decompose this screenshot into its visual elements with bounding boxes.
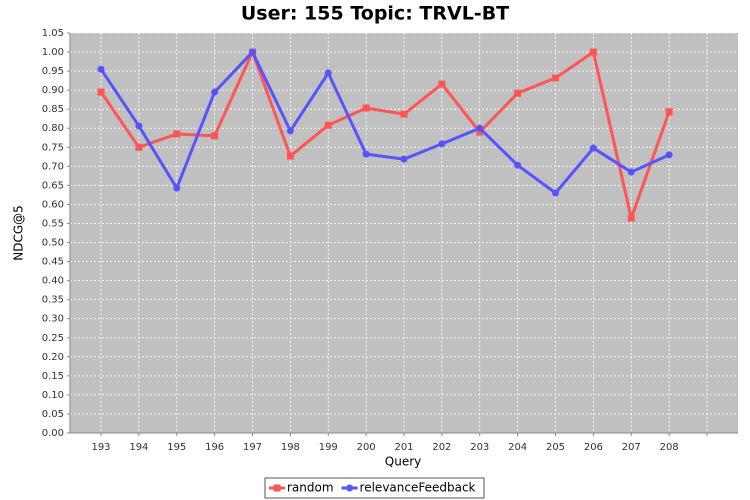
data-point bbox=[589, 48, 597, 56]
y-tick-label: 0.75 bbox=[42, 142, 64, 153]
data-point bbox=[135, 122, 143, 130]
data-point bbox=[438, 80, 446, 88]
x-tick-label: 200 bbox=[357, 442, 376, 453]
data-point bbox=[97, 65, 105, 73]
x-axis-label: Query bbox=[385, 455, 421, 469]
y-tick-label: 0.65 bbox=[42, 180, 64, 191]
x-tick-label: 203 bbox=[470, 442, 489, 453]
data-point bbox=[173, 184, 181, 192]
y-tick-label: 0.60 bbox=[42, 199, 64, 210]
x-tick-label: 193 bbox=[91, 442, 110, 453]
legend bbox=[264, 477, 485, 499]
x-tick-label: 208 bbox=[660, 442, 679, 453]
series-line bbox=[99, 50, 670, 195]
y-tick-label: 0.35 bbox=[42, 295, 64, 306]
x-tick-label: 205 bbox=[546, 442, 565, 453]
data-point bbox=[627, 214, 635, 222]
x-tick-label: 206 bbox=[584, 442, 603, 453]
x-tick-label: 199 bbox=[319, 442, 338, 453]
x-tick-label: 201 bbox=[394, 442, 413, 453]
data-point bbox=[362, 104, 370, 112]
data-point bbox=[400, 110, 408, 118]
y-tick-label: 0.25 bbox=[42, 333, 64, 344]
data-point bbox=[173, 130, 181, 138]
data-point bbox=[286, 152, 294, 160]
data-point bbox=[324, 121, 332, 129]
y-tick-label: 0.50 bbox=[42, 238, 64, 249]
y-tick-label: 0.55 bbox=[42, 218, 64, 229]
data-point bbox=[362, 150, 370, 158]
data-point bbox=[324, 69, 332, 77]
data-point bbox=[211, 132, 219, 140]
data-point bbox=[514, 89, 522, 97]
y-tick-label: 0.05 bbox=[42, 409, 64, 420]
y-tick-label: 0.15 bbox=[42, 371, 64, 382]
data-point bbox=[135, 143, 143, 151]
data-point bbox=[211, 88, 219, 96]
chart-title: User: 155 Topic: TRVL-BT bbox=[241, 3, 509, 25]
x-tick-label: 194 bbox=[129, 442, 148, 453]
legend-marker bbox=[273, 484, 281, 492]
data-point bbox=[589, 144, 597, 152]
x-tick-label: 197 bbox=[243, 442, 262, 453]
y-tick-label: 0.30 bbox=[42, 314, 64, 325]
x-tick-label: 207 bbox=[622, 442, 641, 453]
x-tick-label: 195 bbox=[167, 442, 186, 453]
data-point bbox=[438, 140, 446, 148]
y-axis-label: NDCG@5 bbox=[12, 205, 26, 261]
data-point bbox=[665, 108, 673, 116]
y-tick-label: 0.20 bbox=[42, 352, 64, 363]
y-tick-label: 0.95 bbox=[42, 66, 64, 77]
data-point bbox=[249, 48, 256, 56]
y-tick-label: 1.00 bbox=[42, 47, 64, 58]
y-tick-label: 0.00 bbox=[42, 428, 64, 439]
legend-label: relevanceFeedback bbox=[360, 481, 476, 495]
y-tick-label: 0.80 bbox=[42, 123, 64, 134]
y-tick-label: 1.05 bbox=[42, 28, 64, 39]
data-point bbox=[476, 124, 484, 132]
y-tick-label: 0.85 bbox=[42, 104, 64, 115]
x-tick-label: 198 bbox=[281, 442, 300, 453]
data-point bbox=[286, 127, 294, 135]
x-tick-label: 202 bbox=[432, 442, 451, 453]
data-point bbox=[627, 168, 635, 176]
legend-label: random bbox=[287, 481, 334, 495]
data-point bbox=[552, 189, 559, 197]
legend-marker bbox=[346, 484, 354, 492]
x-tick-label: 204 bbox=[508, 442, 527, 453]
y-tick-label: 0.70 bbox=[42, 161, 64, 172]
data-point bbox=[476, 128, 484, 136]
y-tick-label: 0.40 bbox=[42, 276, 64, 287]
data-point bbox=[514, 161, 522, 169]
data-point bbox=[552, 74, 559, 82]
x-tick-label: 196 bbox=[205, 442, 224, 453]
data-point bbox=[400, 155, 408, 163]
data-point bbox=[97, 88, 105, 96]
y-tick-label: 0.45 bbox=[42, 257, 64, 268]
y-tick-label: 0.90 bbox=[42, 85, 64, 96]
y-tick-label: 0.10 bbox=[42, 390, 64, 401]
data-point bbox=[665, 151, 673, 159]
series-line bbox=[99, 50, 671, 220]
